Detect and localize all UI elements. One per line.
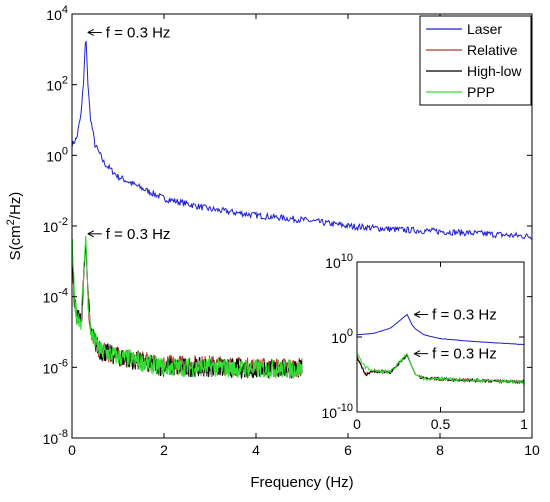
main-peak-annotation: f = 0.3 Hz bbox=[87, 226, 171, 243]
main-series-group bbox=[72, 40, 532, 381]
inset-series-ppp bbox=[357, 352, 524, 386]
inset-annotation-text: f = 0.3 Hz bbox=[432, 307, 497, 324]
inset-x-tick-label: 1 bbox=[520, 416, 528, 432]
main-annotation-text: f = 0.3 Hz bbox=[106, 24, 171, 41]
legend: Laser Relative High-low PPP bbox=[419, 15, 532, 106]
y-axis-title: S(cm2/Hz) bbox=[5, 192, 24, 261]
arrow-head-icon bbox=[87, 29, 95, 36]
inset-chart: 0 0.5 1 1010 100 10-10 f = 0.3 Hz f = 0.3 Hz bbox=[322, 252, 529, 432]
main-x-tick-label: 6 bbox=[344, 442, 352, 458]
legend-label: Laser bbox=[467, 21, 502, 37]
legend-label: PPP bbox=[467, 84, 495, 100]
inset-peak-annotation: f = 0.3 Hz bbox=[413, 346, 497, 363]
main-x-tick-label: 0 bbox=[68, 442, 76, 458]
x-axis-title: Frequency (Hz) bbox=[250, 474, 353, 491]
arrow-head-icon bbox=[87, 230, 95, 238]
main-series-ppp bbox=[72, 235, 303, 381]
arrow-head-icon bbox=[413, 350, 421, 358]
inset-annotation-text: f = 0.3 Hz bbox=[432, 346, 497, 363]
main-x-tick-label: 2 bbox=[160, 442, 168, 458]
main-x-tick-label: 8 bbox=[436, 442, 444, 458]
main-series-relative bbox=[72, 241, 303, 378]
main-annotation-text: f = 0.3 Hz bbox=[106, 226, 171, 243]
main-y-tick-label: 10-2 bbox=[43, 216, 68, 235]
inset-x-tick-label: 0 bbox=[353, 416, 361, 432]
main-y-tick-label: 10-8 bbox=[43, 428, 68, 447]
inset-y-tick-label: 100 bbox=[331, 327, 353, 346]
main-peak-annotation: f = 0.3 Hz bbox=[87, 24, 171, 41]
main-x-tick-label: 4 bbox=[252, 442, 260, 458]
inset-x-tick-label: 0.5 bbox=[431, 416, 451, 432]
main-x-tick-label: 10 bbox=[524, 442, 540, 458]
inset-background bbox=[357, 262, 524, 412]
legend-box bbox=[419, 15, 532, 106]
main-y-tick-label: 100 bbox=[46, 145, 68, 164]
legend-label: Relative bbox=[467, 42, 518, 58]
arrow-head-icon bbox=[413, 311, 421, 318]
main-y-tick-label: 104 bbox=[46, 4, 68, 23]
inset-peak-annotation: f = 0.3 Hz bbox=[413, 307, 497, 324]
main-y-tick-label: 102 bbox=[46, 75, 68, 94]
main-y-tick-label: 10-6 bbox=[43, 357, 68, 376]
main-y-tick-label: 10-4 bbox=[43, 287, 68, 306]
inset-series-laser bbox=[357, 313, 524, 345]
inset-y-tick-label: 1010 bbox=[325, 252, 353, 271]
inset-series-group bbox=[357, 313, 524, 386]
legend-label: High-low bbox=[467, 63, 522, 79]
inset-y-tick-label: 10-10 bbox=[322, 402, 353, 421]
main-series-laser bbox=[72, 40, 532, 240]
